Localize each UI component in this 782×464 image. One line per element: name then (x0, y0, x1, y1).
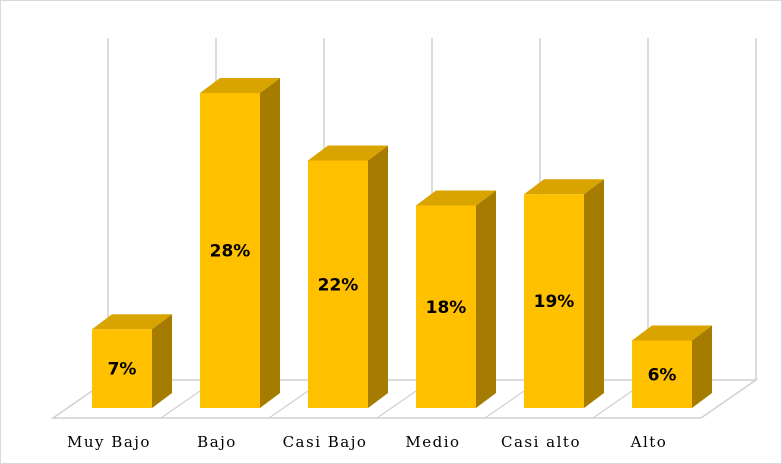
data-label: 6% (648, 365, 677, 385)
category-label: Medio (405, 433, 460, 451)
data-label: 28% (210, 242, 251, 262)
bar-side (584, 179, 604, 408)
bar-3: 22% (308, 145, 388, 408)
category-label: Muy Bajo (67, 433, 151, 451)
bar-5: 19% (524, 179, 604, 408)
category-label: Casi Bajo (283, 433, 368, 451)
category-label: Casi alto (501, 433, 581, 451)
data-label: 18% (426, 298, 467, 318)
category-label: Bajo (197, 433, 237, 451)
data-label: 19% (534, 292, 575, 312)
bar-front (200, 93, 260, 408)
bar-side (476, 190, 496, 408)
bar-2: 28% (200, 78, 280, 408)
data-label: 7% (108, 360, 137, 380)
bar-side (260, 78, 280, 408)
bar-4: 18% (416, 190, 496, 408)
bar-top (92, 314, 172, 330)
bar-front (632, 340, 692, 408)
bar-side (152, 314, 172, 408)
category-label: Alto (630, 433, 668, 451)
bar-top (632, 325, 712, 341)
bar-front (92, 329, 152, 408)
bar-1: 7% (92, 314, 172, 408)
bar-side (692, 325, 712, 408)
bar-front (416, 205, 476, 408)
chart-bars: 7% 28% 22% 18% 19% 6% (92, 78, 712, 408)
bar-top (416, 190, 496, 206)
bar-top (308, 145, 388, 161)
chart-category-labels: Muy Bajo Bajo Casi Bajo Medio Casi alto Alto (67, 433, 668, 451)
bar-front (308, 160, 368, 408)
bar-6: 6% (632, 325, 712, 408)
bar-front (524, 194, 584, 408)
bar-side (368, 145, 388, 408)
data-label: 22% (318, 275, 359, 295)
bar-top (200, 78, 280, 93)
bar-top (524, 179, 604, 195)
